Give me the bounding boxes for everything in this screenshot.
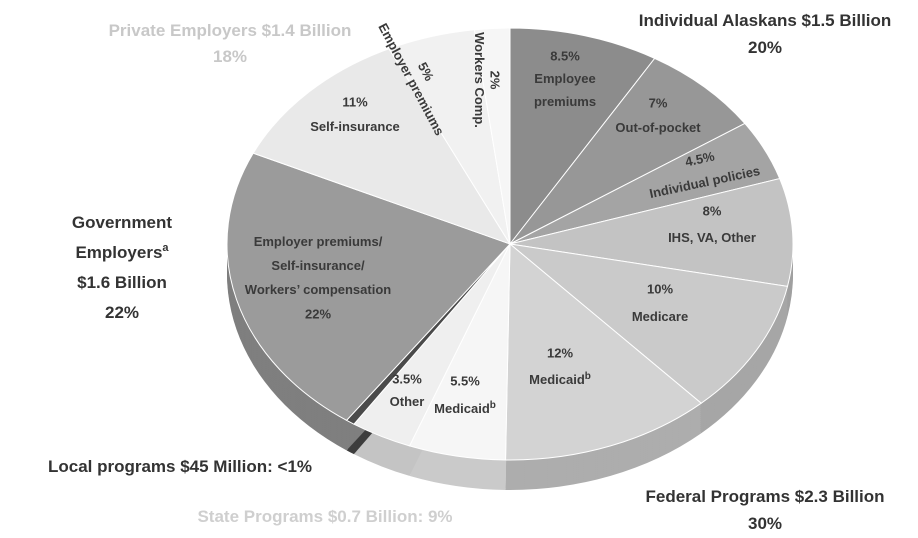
slice-value-label: 2% <box>488 71 503 90</box>
slice <box>252 48 512 245</box>
category-text: Medicaid <box>434 401 490 416</box>
group-text: State Programs $0.7 Billion: 9% <box>197 507 452 526</box>
group-text: $1.6 Billion <box>77 273 167 292</box>
footnote-mark: b <box>585 371 591 382</box>
group-text: 18% <box>213 47 247 66</box>
category-text: Workers’ compensation <box>245 282 391 297</box>
slice <box>508 243 789 404</box>
slice <box>509 177 794 287</box>
category-text: Other <box>390 394 425 409</box>
group-text: Employers <box>75 243 162 262</box>
category-text: Medicaid <box>529 372 585 387</box>
slice-label: 10% Medicare <box>632 281 688 324</box>
group-label: Individual Alaskans $1.5 Billion <box>639 11 892 30</box>
group-text: 20% <box>748 38 782 57</box>
group-label: Private Employers $1.4 Billion <box>109 21 352 40</box>
category-text: Medicare <box>632 309 688 324</box>
slice-label: 12% Medicaidb <box>529 345 591 387</box>
slice-category-label: Medicaidb <box>529 371 591 388</box>
category-text: IHS, VA, Other <box>668 230 756 245</box>
slice-value-label: 10% <box>647 281 673 296</box>
slice-category-label: premiums <box>534 94 596 109</box>
category-text: Employee <box>534 71 595 86</box>
slice-category-label: Workers Comp. <box>472 32 487 128</box>
category-text: Employer premiums/ <box>254 234 383 249</box>
group-text: 22% <box>105 303 139 322</box>
slice-category-label: Out-of-pocket <box>615 120 701 135</box>
slice-category-label: Self-insurance <box>310 119 400 134</box>
category-text: Self-insurance <box>310 119 400 134</box>
slice-value-label: 4.5% <box>684 148 717 169</box>
category-text: Out-of-pocket <box>615 120 701 135</box>
slice-category-label: Self-insurance/ <box>271 258 365 273</box>
footnote-mark: b <box>490 400 496 411</box>
slice-category-label: Workers’ compensation <box>245 282 391 297</box>
group-label: 20% <box>748 38 782 57</box>
group-text: Federal Programs $2.3 Billion <box>645 487 884 506</box>
slice-label: 8% IHS, VA, Other <box>668 203 756 245</box>
group-text: Individual Alaskans $1.5 Billion <box>639 11 892 30</box>
slice-category-label: Medicare <box>632 309 688 324</box>
slice-label: Employer premiums/Self-insurance/Workers… <box>245 234 391 321</box>
group-text: Private Employers $1.4 Billion <box>109 21 352 40</box>
slice-category-label: Employer premiums/ <box>254 234 383 249</box>
slice-label: 7% Out-of-pocket <box>615 95 701 135</box>
slice-value-label: 22% <box>305 306 331 321</box>
slice <box>509 27 656 246</box>
group-label: Employersa <box>75 242 169 263</box>
footnote-mark: a <box>162 242 169 254</box>
group-label: Local programs $45 Million: <1% <box>48 457 312 476</box>
slice-value-label: 5.5% <box>450 373 480 388</box>
group-label: 18% <box>213 47 247 66</box>
slice-category-label: Other <box>390 394 425 409</box>
slice-label: 8.5% Employee premiums <box>534 48 596 109</box>
slice-label: 3.5% Other <box>390 371 425 409</box>
slice-label: 2%Workers Comp. <box>472 32 503 128</box>
category-text: Self-insurance/ <box>271 258 365 273</box>
slice-category-label: Medicaidb <box>434 400 496 417</box>
group-label: Federal Programs $2.3 Billion <box>645 487 884 506</box>
group-text: Local programs $45 Million: <1% <box>48 457 312 476</box>
group-label: 30% <box>748 514 782 533</box>
slice <box>505 242 703 461</box>
slice <box>509 57 746 245</box>
category-text: premiums <box>534 94 596 109</box>
slice-category-label: IHS, VA, Other <box>668 230 756 245</box>
slice <box>226 152 511 421</box>
slice-label: 11% Self-insurance <box>310 94 400 134</box>
group-label: 22% <box>105 303 139 322</box>
category-text: Workers Comp. <box>472 32 487 128</box>
slice-label: 5.5% Medicaidb <box>434 373 496 416</box>
slice <box>473 27 511 245</box>
slice-value-label: 8.5% <box>550 48 580 63</box>
group-label: State Programs $0.7 Billion: 9% <box>197 507 452 526</box>
group-label: $1.6 Billion <box>77 273 167 292</box>
slice-value-label: 7% <box>649 95 668 110</box>
slice-value-label: 8% <box>703 203 722 218</box>
slice-category-label: Employee <box>534 71 595 86</box>
group-text: 30% <box>748 514 782 533</box>
slice-value-label: 11% <box>342 94 368 109</box>
slice-value-label: 12% <box>547 345 573 360</box>
slice-value-label: 3.5% <box>392 371 422 386</box>
group-text: Government <box>72 213 172 232</box>
group-label: Government <box>72 213 172 232</box>
